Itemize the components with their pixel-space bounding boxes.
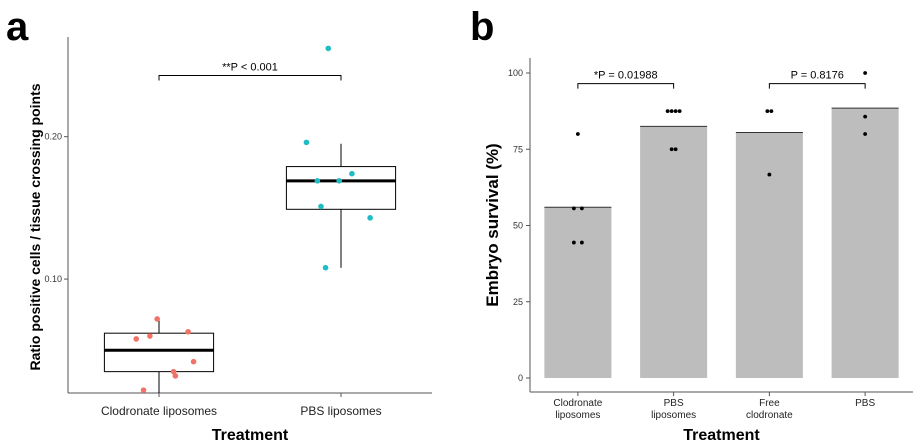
data-point bbox=[154, 316, 160, 322]
significance-label: *P = 0.01988 bbox=[594, 70, 658, 82]
panel-a-y-tick-label: 0.10 bbox=[44, 274, 62, 284]
data-point bbox=[133, 336, 140, 342]
panel-a-x-tick-label: PBS liposomes bbox=[300, 404, 381, 418]
panel-b-y-tick-label: 100 bbox=[508, 68, 523, 78]
panel-b-y-tick-label: 50 bbox=[513, 221, 523, 231]
panel-a-points bbox=[133, 45, 373, 393]
data-point bbox=[303, 139, 310, 146]
data-point bbox=[575, 132, 580, 136]
data-point bbox=[185, 328, 191, 335]
panel-a-y-tick-label: 0.20 bbox=[44, 132, 62, 142]
panel-b-y-tick-label: 75 bbox=[513, 144, 523, 154]
data-point bbox=[665, 109, 670, 114]
panel-b-x-tick-label: Clodronate liposomes bbox=[553, 398, 602, 421]
panel-b-points bbox=[571, 71, 868, 245]
panel-a-letter: a bbox=[6, 5, 29, 49]
data-point bbox=[147, 333, 153, 339]
data-point bbox=[579, 240, 584, 245]
box-iqr bbox=[103, 332, 215, 373]
data-point bbox=[336, 178, 342, 184]
bar bbox=[640, 126, 708, 378]
panel-b-annotations: *P = 0.01988 P = 0.8176 bbox=[577, 70, 866, 89]
data-point bbox=[318, 203, 324, 210]
panel-a-annotation: **P < 0.001 bbox=[158, 61, 342, 81]
panel-a-chart: 0.10 0.20 Clodronate liposomes PBS liposome… bbox=[27, 37, 432, 444]
data-point bbox=[325, 45, 332, 52]
data-point bbox=[769, 109, 774, 114]
data-point bbox=[349, 170, 355, 177]
data-point bbox=[669, 147, 674, 152]
panel-a-x-axis-title: Treatment bbox=[212, 427, 289, 444]
panel-a-x-tick-label: Clodronate liposomes bbox=[101, 404, 217, 418]
panel-b-x-tick-label: PBS bbox=[855, 398, 875, 409]
data-point bbox=[579, 206, 584, 211]
panel-b-axes: 0 25 50 75 100 Clodronate liposomes PBS liposome… bbox=[508, 58, 913, 421]
data-point bbox=[863, 71, 868, 75]
data-point bbox=[367, 215, 373, 221]
data-point bbox=[571, 240, 576, 245]
panel-b-x-tick-label: Free clodronate bbox=[746, 398, 793, 421]
panel-b-letter: b bbox=[470, 5, 494, 49]
data-point bbox=[765, 109, 770, 114]
significance-label: P = 0.8176 bbox=[791, 70, 844, 82]
data-point bbox=[669, 109, 674, 114]
data-point bbox=[863, 132, 868, 136]
panel-b-bars bbox=[544, 107, 899, 378]
panel-a-axes: 0.10 0.20 Clodronate liposomes PBS liposome… bbox=[44, 37, 432, 418]
data-point bbox=[172, 373, 179, 379]
panel-b-y-axis-title: Embryo survival (%) bbox=[483, 143, 502, 306]
data-point bbox=[190, 358, 197, 365]
panel-a-y-axis-title: Ratio positive cells / tissue crossing p… bbox=[27, 83, 43, 370]
significance-label: **P < 0.001 bbox=[222, 61, 278, 73]
significance-bracket bbox=[158, 74, 342, 81]
panel-b-y-tick-label: 25 bbox=[513, 297, 523, 307]
data-point bbox=[314, 178, 321, 184]
panel-b-x-tick-label: PBS liposomes bbox=[651, 398, 696, 421]
data-point bbox=[863, 114, 868, 119]
panel-b-y-tick-label: 0 bbox=[518, 373, 523, 383]
significance-bracket bbox=[768, 83, 866, 89]
box-iqr bbox=[285, 166, 397, 210]
panel-b-chart: 0 25 50 75 100 Clodronate liposomes PBS liposome… bbox=[483, 58, 913, 444]
data-point bbox=[677, 109, 682, 114]
data-point bbox=[170, 368, 177, 375]
data-point bbox=[673, 147, 678, 152]
bar bbox=[544, 207, 612, 378]
data-point bbox=[767, 172, 772, 177]
data-point bbox=[322, 264, 329, 271]
panel-a-boxes bbox=[103, 143, 397, 393]
bar bbox=[735, 132, 803, 378]
panel-b-x-axis-title: Treatment bbox=[683, 427, 760, 444]
significance-bracket bbox=[577, 83, 675, 89]
bar bbox=[831, 108, 899, 378]
data-point bbox=[673, 109, 678, 114]
data-point bbox=[140, 387, 147, 393]
data-point bbox=[571, 206, 576, 211]
